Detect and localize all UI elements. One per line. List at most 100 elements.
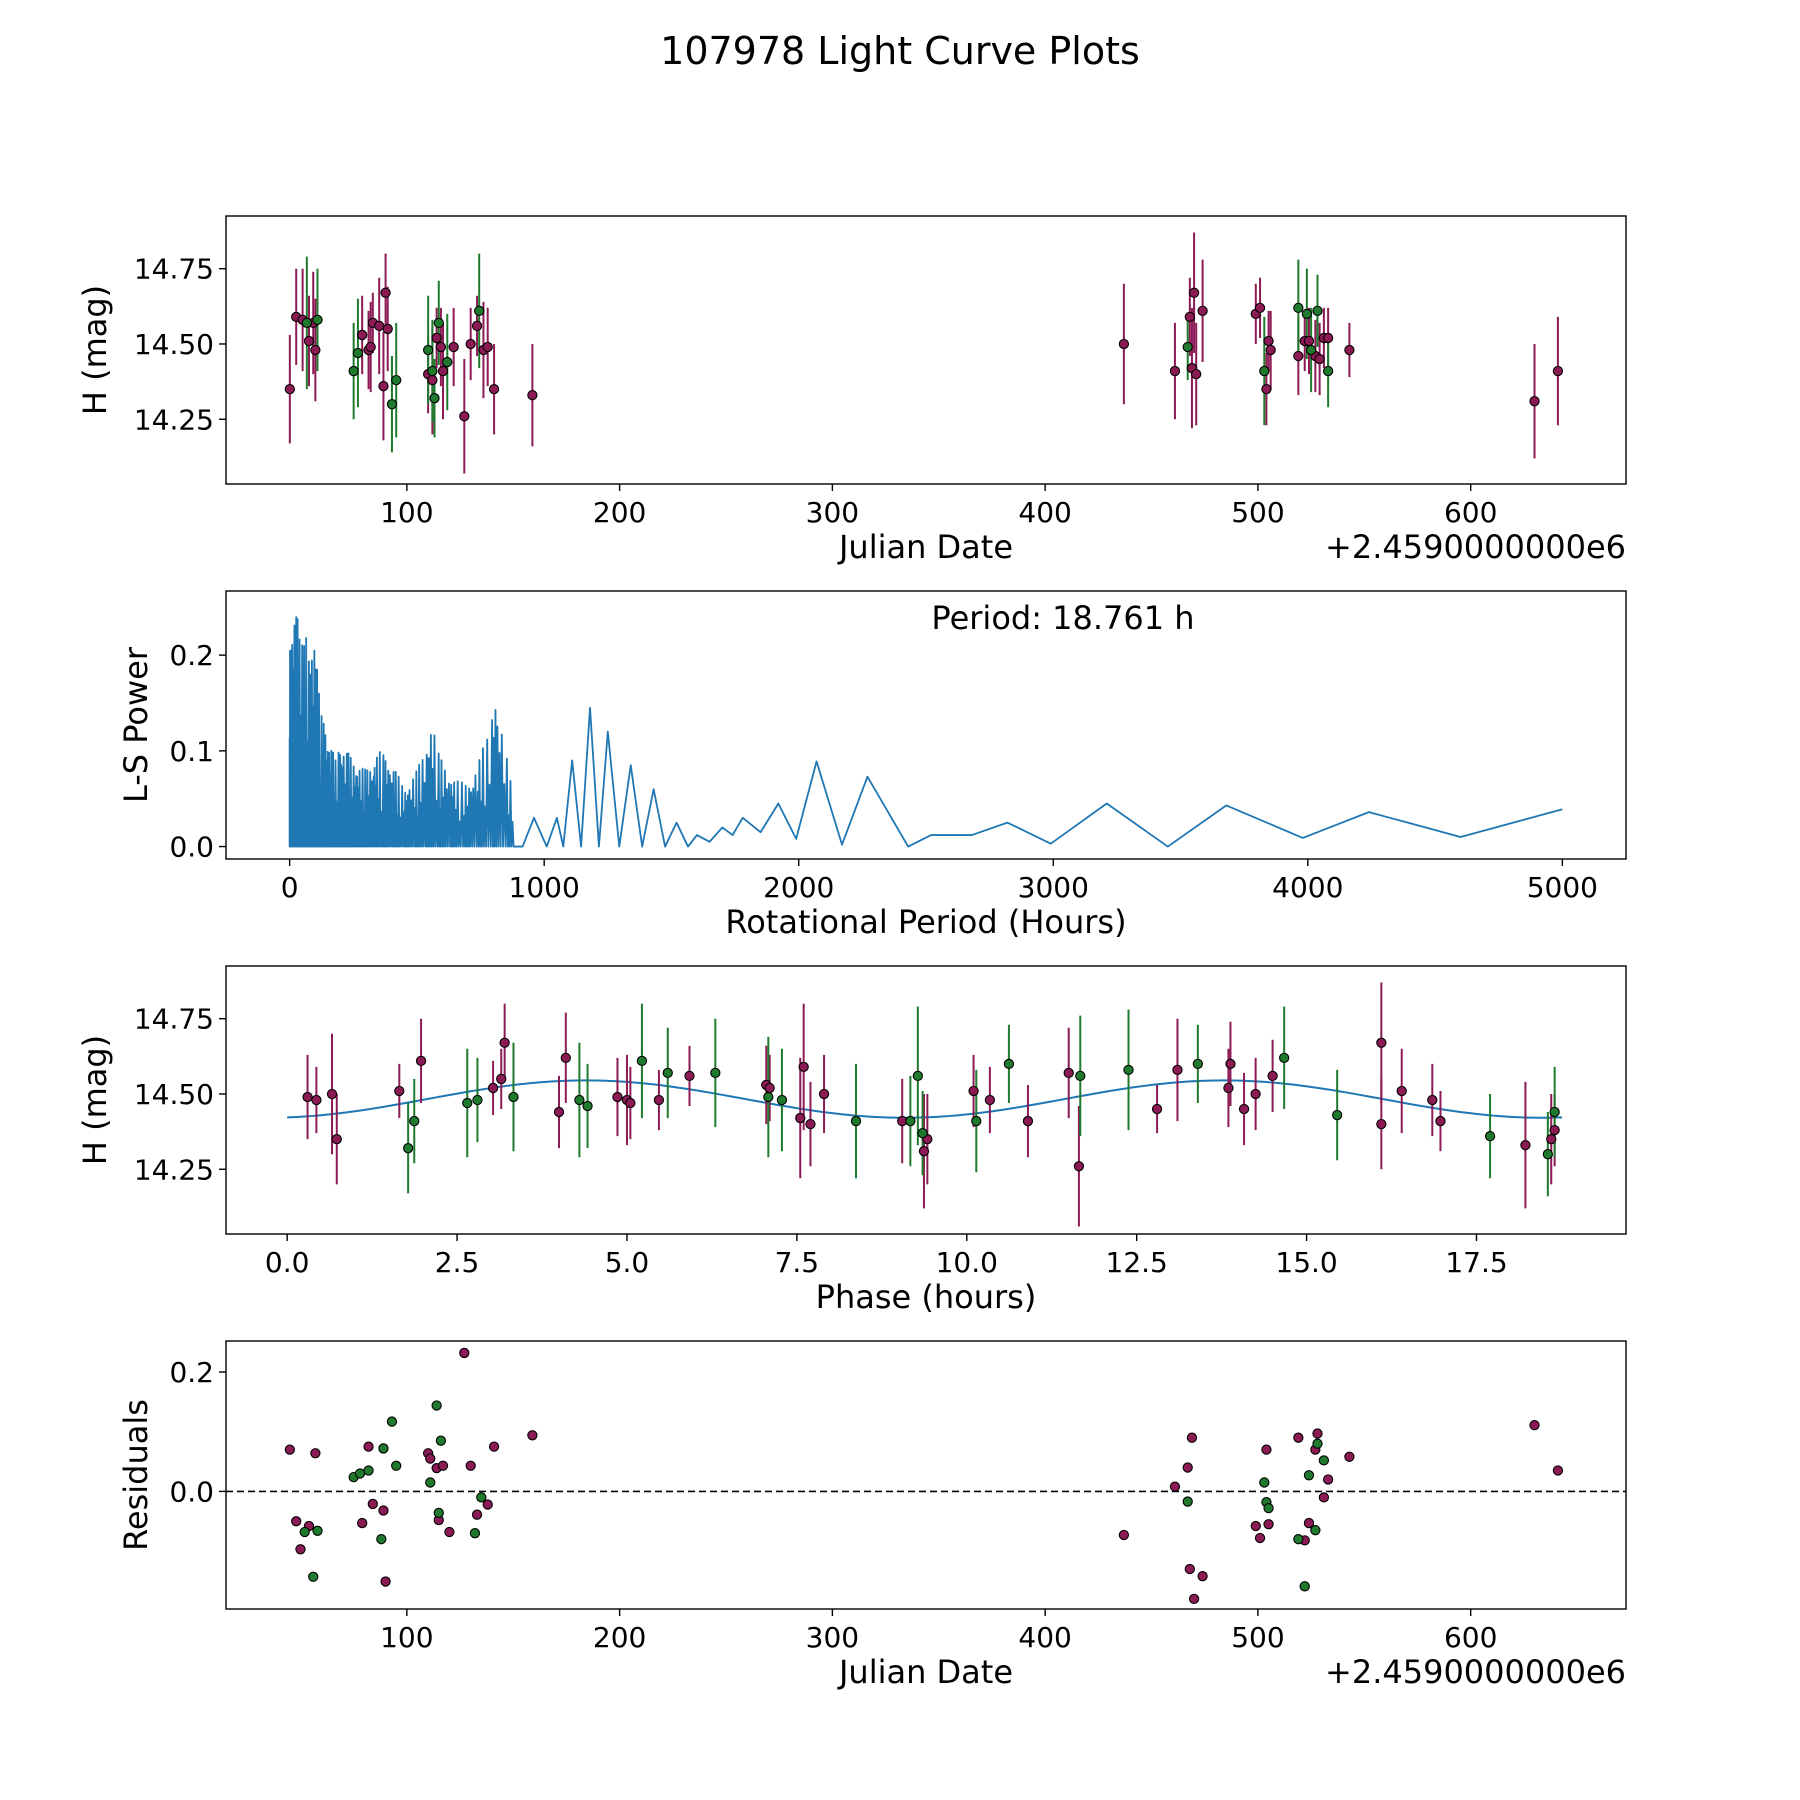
magenta-data-point [295,1544,306,1555]
magenta-data-point [382,323,393,335]
magenta-data-point [1529,396,1540,407]
magenta-data-point [459,1347,470,1359]
green-data-point [1003,1058,1015,1070]
green-data-point [1484,1130,1496,1142]
magenta-data-point [487,1082,499,1094]
residuals-ytick-label: 0.0 [169,1475,214,1508]
magenta-data-point [612,1091,623,1103]
magenta-data-point [488,1441,500,1452]
magenta-data-point [1267,1070,1278,1082]
magenta-data-point [357,329,368,341]
residuals-xtick-label: 300 [806,1621,859,1654]
phase-fold-frame [225,965,1627,1235]
phase-fold-xtick-label: 15.0 [1275,1246,1337,1279]
green-data-point [1305,344,1317,356]
phase-fold-xtick-label: 10.0 [936,1246,998,1279]
green-data-point [378,1443,389,1454]
light-curve-xlabel: Julian Date [837,528,1013,566]
magenta-data-point [1184,311,1195,323]
residuals-offset-label: +2.4590000000e6 [1325,1653,1626,1691]
magenta-data-point [284,383,295,395]
magenta-data-point [380,1576,391,1587]
magenta-data-point [1376,1037,1387,1048]
periodogram-ytick-label: 0.2 [169,639,214,672]
green-data-point [1549,1106,1560,1118]
magenta-data-point [625,1097,636,1109]
periodogram-xtick-label: 4000 [1272,871,1343,904]
green-data-point [1322,365,1334,377]
green-data-point [354,1468,366,1479]
light-curve-frame [225,215,1627,485]
magenta-data-point [482,341,493,353]
phase-fold-xtick-label: 12.5 [1106,1246,1168,1279]
magenta-data-point [1265,344,1276,356]
magenta-data-point [1182,1462,1193,1473]
green-data-point [433,317,444,329]
magenta-data-point [291,1516,302,1527]
magenta-data-point [1293,350,1304,362]
magenta-data-point [1435,1115,1446,1127]
magenta-data-point [444,1526,455,1538]
green-data-point [1182,341,1193,353]
magenta-data-point [918,1146,930,1157]
magenta-data-point [425,1453,436,1464]
green-data-point [1263,1502,1274,1514]
periodogram-xlabel: Rotational Period (Hours) [725,903,1126,941]
magenta-data-point [482,1499,493,1510]
periodogram-line [288,616,1563,848]
magenta-data-point [1303,1517,1315,1529]
magenta-data-point [1197,1571,1208,1582]
magenta-data-point [1263,335,1274,347]
green-data-point [472,1094,483,1106]
phase-fold-xtick-label: 0.0 [265,1246,310,1279]
green-data-point [636,1055,648,1067]
magenta-data-point [795,1112,806,1124]
residuals-ytick-label: 0.2 [169,1356,214,1389]
magenta-data-point [1118,1529,1130,1541]
residuals-ylabel: Residuals [117,1399,155,1551]
green-data-point [469,1528,481,1539]
phase-fold-xtick-label: 2.5 [435,1246,480,1279]
residuals-xtick-label: 200 [593,1621,646,1654]
green-data-point [1259,1477,1270,1488]
green-data-point [1182,1496,1193,1507]
magenta-data-point [1552,365,1564,377]
green-data-point [409,1115,420,1127]
phase-fold-ytick-label: 14.75 [134,1003,214,1036]
phase-fold-ytick-label: 14.50 [134,1078,214,1111]
green-data-point [850,1115,862,1127]
green-data-point [582,1100,593,1112]
magenta-data-point [1223,1082,1234,1094]
magenta-data-point [380,287,391,298]
light-curve-xtick-label: 100 [380,496,433,529]
green-data-point [763,1091,774,1103]
magenta-data-point [1169,365,1181,377]
magenta-data-point [303,335,315,347]
green-data-point [376,1534,387,1545]
residuals-xlabel: Julian Date [837,1653,1013,1691]
green-data-point [386,399,398,410]
magenta-data-point [311,1094,322,1106]
light-curve-xtick-label: 300 [806,496,859,529]
periodogram-axes: 0 1000 2000 3000 4000 5000 0.0 0.1 0.2 [169,639,1598,904]
green-data-point [474,305,485,317]
green-data-point [905,1115,916,1127]
green-data-point [710,1067,721,1079]
magenta-data-point [1344,344,1355,356]
magenta-data-point [1250,1520,1261,1532]
magenta-data-point [1022,1115,1034,1127]
magenta-data-point [1186,1432,1198,1443]
green-data-point [402,1143,414,1154]
residuals-frame [225,1340,1627,1610]
green-data-point [662,1067,673,1079]
magenta-data-point [1376,1118,1387,1130]
magenta-data-point [465,338,476,350]
magenta-data-point [310,1448,321,1459]
light-curve-ytick-label: 14.25 [134,403,214,436]
magenta-data-point [363,1441,374,1452]
light-curve-offset-label: +2.4590000000e6 [1325,528,1626,566]
green-data-point [1075,1070,1086,1082]
magenta-data-point [1549,1124,1560,1136]
magenta-data-point [818,1088,830,1100]
green-data-point [476,1492,487,1503]
